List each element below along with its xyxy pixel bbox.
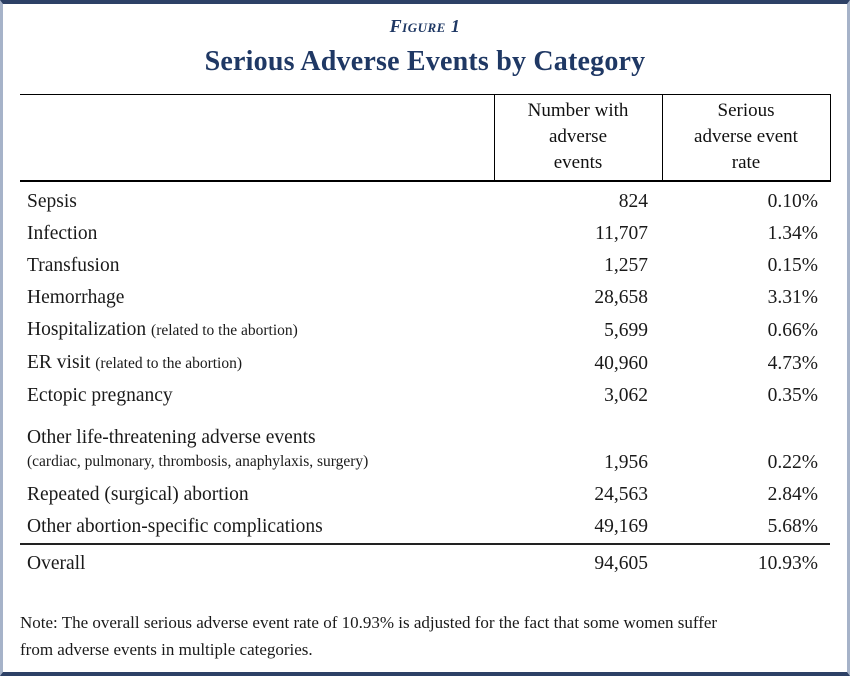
category-text: ER visit (27, 352, 91, 373)
row-rate: 0.10% (767, 191, 818, 212)
table-row: Hospitalization (related to the abortion… (20, 314, 830, 347)
row-number: 49,169 (494, 511, 662, 545)
figure-title: Serious Adverse Events by Category (204, 46, 646, 77)
row-rate: 10.93% (757, 553, 818, 574)
row-label: Ectopic pregnancy (20, 380, 494, 412)
category-text: Repeated (surgical) abortion (27, 484, 249, 505)
row-number: 24,563 (594, 484, 648, 505)
table-row: Other life-threatening adverse events (c… (20, 412, 830, 479)
row-number: 1,956 (604, 452, 648, 473)
category-subtext: (related to the abortion) (151, 322, 298, 339)
row-rate: 0.35% (767, 385, 818, 406)
table-header-row: Number with adverse events Serious adver… (20, 94, 831, 182)
category-text: Ectopic pregnancy (27, 385, 173, 406)
table-row: Transfusion 1,257 0.15% (20, 250, 830, 282)
row-label: Overall (20, 544, 494, 583)
category-text: Other life-threatening adverse events (27, 427, 316, 448)
row-rate: 1.34% (767, 223, 818, 244)
table-row: Infection 11,707 1.34% (20, 218, 830, 250)
category-text: Hospitalization (27, 319, 147, 340)
table-row: Ectopic pregnancy 3,062 0.35% (20, 380, 830, 412)
row-rate: 5.68% (662, 511, 830, 545)
row-label: ER visit (related to the abortion) (20, 347, 494, 380)
row-rate: 4.73% (767, 353, 818, 374)
table-row: Sepsis 824 0.10% (20, 181, 830, 218)
row-rate: 0.22% (767, 452, 818, 473)
col-header-rate: Serious adverse event rate (662, 94, 831, 182)
row-label: Repeated (surgical) abortion (20, 479, 494, 511)
category-text: Sepsis (27, 191, 77, 212)
category-text: Hemorrhage (27, 287, 125, 308)
category-text: Infection (27, 223, 98, 244)
row-rate: 0.15% (767, 255, 818, 276)
row-number: 94,605 (594, 553, 648, 574)
table-row-overall: Overall 94,605 10.93% (20, 544, 830, 583)
row-number: 824 (618, 191, 648, 212)
table-row: Other abortion-specific complications 49… (20, 511, 830, 545)
row-label: Other life-threatening adverse events (c… (20, 412, 494, 479)
row-number: 3,062 (604, 385, 648, 406)
row-rate: 0.66% (767, 320, 818, 341)
row-label: Sepsis (20, 181, 494, 218)
table-row: Repeated (surgical) abortion 24,563 2.84… (20, 479, 830, 511)
row-rate: 3.31% (767, 287, 818, 308)
row-label: Infection (20, 218, 494, 250)
row-number: 1,257 (604, 255, 648, 276)
figure-label: Figure 1 (389, 16, 461, 36)
row-number: 11,707 (595, 223, 648, 244)
row-number: 40,960 (594, 353, 648, 374)
col-header-empty (20, 94, 494, 182)
row-number: 5,699 (604, 320, 648, 341)
row-rate: 2.84% (767, 484, 818, 505)
category-subtext: (related to the abortion) (95, 355, 243, 372)
adverse-events-table: Number with adverse events Serious adver… (20, 94, 831, 583)
table-row: Hemorrhage 28,658 3.31% (20, 282, 830, 314)
col-header-number: Number with adverse events (493, 94, 663, 182)
table-row: ER visit (related to the abortion) 40,96… (20, 347, 830, 380)
category-text: Other abortion-specific complications (27, 516, 323, 537)
category-text: Overall (27, 553, 86, 574)
row-label: Hospitalization (related to the abortion… (20, 314, 494, 347)
row-label: Transfusion (20, 250, 494, 282)
category-subtext: (cardiac, pulmonary, thrombosis, anaphyl… (27, 453, 369, 470)
row-label: Other abortion-specific complications (20, 511, 494, 545)
category-text: Transfusion (27, 255, 120, 276)
row-number: 28,658 (594, 287, 648, 308)
row-label: Hemorrhage (20, 282, 494, 314)
figure-note: Note: The overall serious adverse event … (20, 613, 718, 659)
